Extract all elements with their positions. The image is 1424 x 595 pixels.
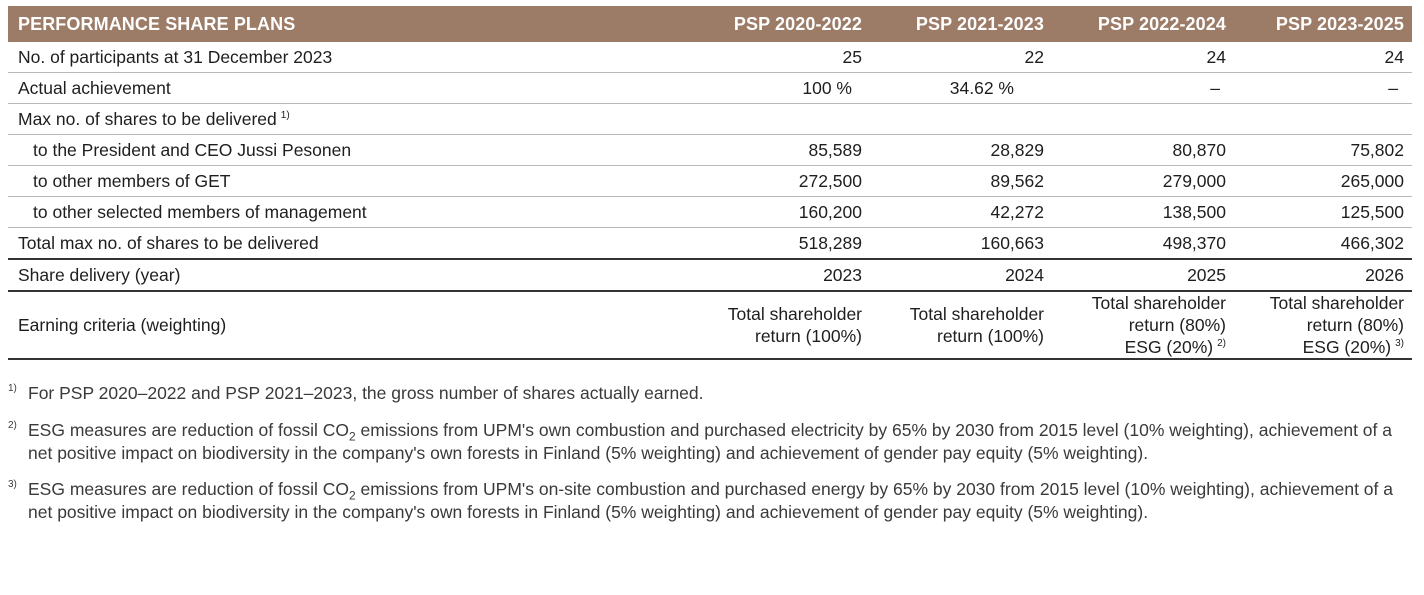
row-participants: No. of participants at 31 December 2023 … (8, 42, 1412, 73)
cell-value: 2023 (696, 259, 870, 292)
cell-empty (696, 103, 870, 135)
cell-value: 24 (1052, 42, 1234, 73)
cell-value: 138,500 (1052, 196, 1234, 228)
footnote-3: 3) ESG measures are reduction of fossil … (8, 478, 1412, 524)
cell-value: 24 (1234, 42, 1412, 73)
row-max-shares-heading: Max no. of shares to be delivered 1) (8, 103, 1412, 135)
cell-value: 160,663 (870, 227, 1052, 260)
footnote-marker: 3) (1395, 338, 1404, 350)
criteria-line: return (80%) (1306, 315, 1404, 335)
dash-value: – (1388, 77, 1398, 98)
row-label: Actual achievement (8, 72, 696, 104)
footnote-marker: 2) (1217, 338, 1226, 350)
criteria-line: ESG (20%) 3) (1242, 336, 1404, 358)
footnote-marker: 1) (280, 109, 290, 121)
row-label: Earning criteria (weighting) (8, 291, 696, 360)
footnote-subscript: 2 (348, 488, 356, 503)
footnotes: 1) For PSP 2020–2022 and PSP 2021–2023, … (8, 382, 1412, 524)
column-header-psp-2020-2022: PSP 2020-2022 (696, 6, 870, 42)
row-share-delivery: Share delivery (year) 2023 2024 2025 202… (8, 259, 1412, 292)
cell-value: 89,562 (870, 165, 1052, 197)
cell-value: 25 (696, 42, 870, 73)
performance-share-plans-table: PERFORMANCE SHARE PLANS PSP 2020-2022 PS… (8, 6, 1412, 360)
column-header-psp-2022-2024: PSP 2022-2024 (1052, 6, 1234, 42)
cell-criteria: Total shareholder return (100%) (870, 291, 1052, 360)
cell-value: 2024 (870, 259, 1052, 292)
cell-empty (870, 103, 1052, 135)
performance-share-plans-section: PERFORMANCE SHARE PLANS PSP 2020-2022 PS… (8, 6, 1412, 537)
column-header-psp-2023-2025: PSP 2023-2025 (1234, 6, 1412, 42)
table-title: PERFORMANCE SHARE PLANS (8, 6, 696, 42)
footnote-subscript: 2 (348, 429, 356, 444)
criteria-line: Total shareholder (727, 304, 862, 324)
cell-empty (1234, 103, 1412, 135)
cell-value: 160,200 (696, 196, 870, 228)
cell-value: 2026 (1234, 259, 1412, 292)
row-label: to other members of GET (8, 165, 696, 197)
cell-value: 100 % (696, 72, 870, 104)
footnote-text: emissions from UPM's on-site combustion … (28, 479, 1394, 522)
cell-value: 466,302 (1234, 227, 1412, 260)
criteria-line: Total shareholder (1269, 293, 1404, 313)
footnote-mark: 1) (8, 383, 17, 394)
criteria-line: ESG (20%) 2) (1060, 336, 1226, 358)
cell-value: 265,000 (1234, 165, 1412, 197)
footnote-text: ESG measures are reduction of fossil CO (28, 420, 349, 440)
criteria-text: ESG (20%) (1302, 337, 1392, 357)
row-actual-achievement: Actual achievement 100 % 34.62 % – – (8, 72, 1412, 104)
cell-criteria: Total shareholder return (100%) (696, 291, 870, 360)
criteria-line: Total shareholder (1091, 293, 1226, 313)
table-header-row: PERFORMANCE SHARE PLANS PSP 2020-2022 PS… (8, 6, 1412, 42)
cell-value: 272,500 (696, 165, 870, 197)
column-header-psp-2021-2023: PSP 2021-2023 (870, 6, 1052, 42)
footnote-mark: 3) (8, 479, 17, 490)
cell-empty (1052, 103, 1234, 135)
row-get-shares: to other members of GET 272,500 89,562 2… (8, 165, 1412, 197)
row-label: Total max no. of shares to be delivered (8, 227, 696, 260)
cell-value: 85,589 (696, 134, 870, 166)
row-label: No. of participants at 31 December 2023 (8, 42, 696, 73)
footnote-1: 1) For PSP 2020–2022 and PSP 2021–2023, … (8, 382, 1412, 405)
criteria-line: return (100%) (937, 326, 1044, 346)
row-label: to other selected members of management (8, 196, 696, 228)
row-label: Share delivery (year) (8, 259, 696, 292)
footnote-text: For PSP 2020–2022 and PSP 2021–2023, the… (28, 383, 704, 403)
cell-value: – (1234, 72, 1412, 104)
row-label: to the President and CEO Jussi Pesonen (8, 134, 696, 166)
cell-value: 42,272 (870, 196, 1052, 228)
criteria-line: return (100%) (755, 326, 862, 346)
cell-value: – (1052, 72, 1234, 104)
cell-value: 279,000 (1052, 165, 1234, 197)
row-label-text: Max no. of shares to be delivered (18, 108, 277, 129)
cell-value: 22 (870, 42, 1052, 73)
cell-value: 518,289 (696, 227, 870, 260)
dash-value: – (1210, 77, 1220, 98)
row-ceo-shares: to the President and CEO Jussi Pesonen 8… (8, 134, 1412, 166)
footnote-text: emissions from UPM's own combustion and … (28, 420, 1393, 463)
criteria-text: ESG (20%) (1124, 337, 1214, 357)
cell-value: 28,829 (870, 134, 1052, 166)
row-label: Max no. of shares to be delivered 1) (8, 103, 696, 135)
row-management-shares: to other selected members of management … (8, 196, 1412, 228)
cell-value: 2025 (1052, 259, 1234, 292)
criteria-line: return (80%) (1128, 315, 1226, 335)
row-total-shares: Total max no. of shares to be delivered … (8, 227, 1412, 260)
footnote-2: 2) ESG measures are reduction of fossil … (8, 419, 1412, 465)
footnote-text: ESG measures are reduction of fossil CO (28, 479, 349, 499)
footnote-mark: 2) (8, 420, 17, 431)
cell-value: 498,370 (1052, 227, 1234, 260)
row-earning-criteria: Earning criteria (weighting) Total share… (8, 291, 1412, 360)
cell-criteria: Total shareholder return (80%) ESG (20%)… (1052, 291, 1234, 360)
cell-value: 75,802 (1234, 134, 1412, 166)
cell-value: 80,870 (1052, 134, 1234, 166)
criteria-line: Total shareholder (909, 304, 1044, 324)
cell-value: 125,500 (1234, 196, 1412, 228)
cell-criteria: Total shareholder return (80%) ESG (20%)… (1234, 291, 1412, 360)
cell-value: 34.62 % (870, 72, 1052, 104)
